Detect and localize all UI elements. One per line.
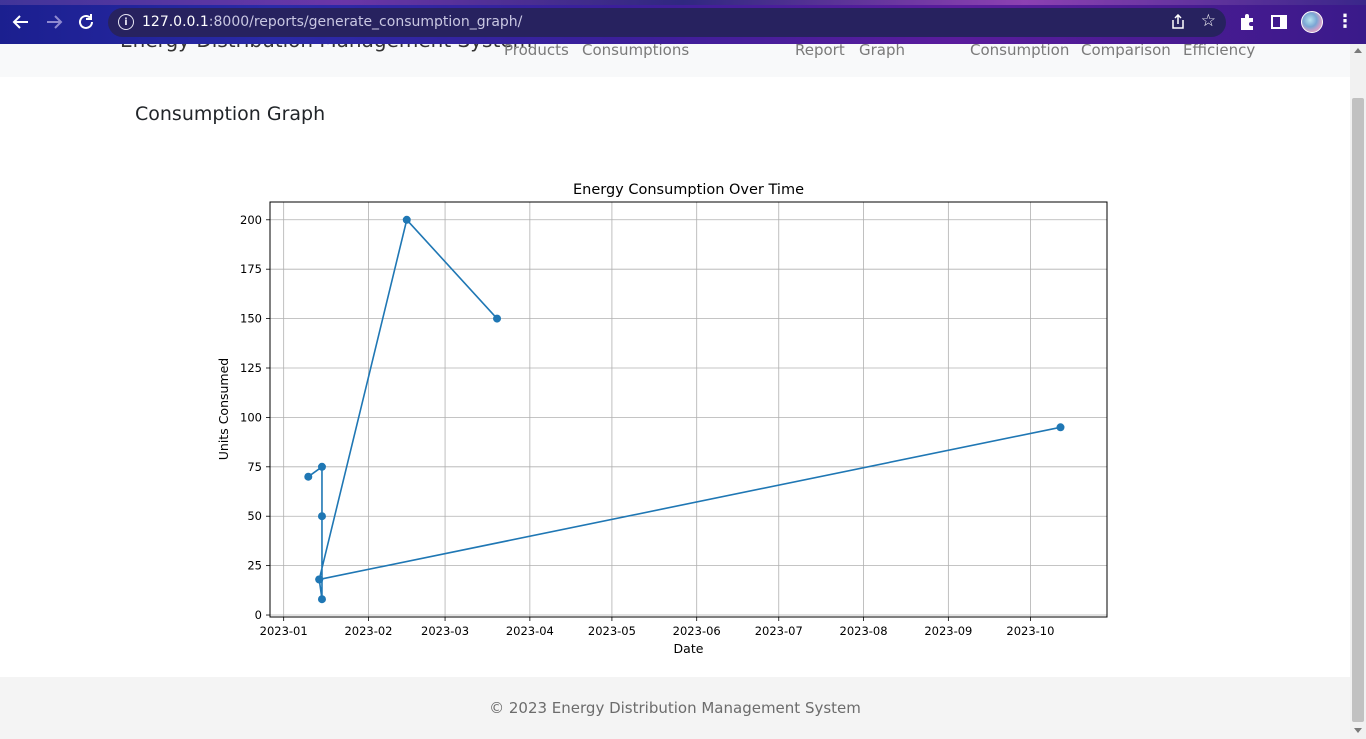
nav-link-consumption[interactable]: Consumption xyxy=(970,44,1070,59)
nav-link-products[interactable]: Products xyxy=(504,44,569,59)
x-tick-label: 2023-09 xyxy=(924,624,972,638)
y-tick-label: 0 xyxy=(255,608,262,622)
scroll-down-arrow-icon[interactable] xyxy=(1354,728,1362,733)
extensions-puzzle-icon[interactable] xyxy=(1237,12,1257,32)
series-line xyxy=(307,218,1061,600)
data-point xyxy=(315,575,324,584)
data-point xyxy=(317,595,326,604)
menu-kebab-icon[interactable]: ⋮ xyxy=(1336,11,1354,32)
page-scrollbar[interactable] xyxy=(1350,44,1366,739)
profile-avatar[interactable] xyxy=(1301,11,1323,33)
x-tick-label: 2023-07 xyxy=(755,624,803,638)
plot-frame xyxy=(269,201,1108,618)
x-ticks: 2023-01 2023-02 2023-03 2023-04 2023-05 2023-… xyxy=(260,617,1054,638)
y-tick-label: 175 xyxy=(240,262,262,276)
site-navbar: Energy Distribution Management System Pr… xyxy=(0,44,1350,77)
x-tick-label: 2023-05 xyxy=(588,624,636,638)
x-tick-label: 2023-06 xyxy=(673,624,721,638)
nav-link-graph[interactable]: Graph xyxy=(859,44,906,59)
data-point xyxy=(317,462,326,471)
site-footer: © 2023 Energy Distribution Management Sy… xyxy=(0,677,1350,739)
page-title: Consumption Graph xyxy=(135,103,326,125)
data-point xyxy=(317,512,326,521)
y-tick-label: 125 xyxy=(240,361,262,375)
x-tick-label: 2023-02 xyxy=(344,624,392,638)
x-tick-label: 2023-08 xyxy=(840,624,888,638)
arrow-left-icon xyxy=(12,15,28,29)
x-tick-label: 2023-10 xyxy=(1006,624,1054,638)
brand-title[interactable]: Energy Distribution Management System xyxy=(120,44,532,52)
chart-title: Energy Consumption Over Time xyxy=(573,182,804,198)
y-tick-label: 200 xyxy=(240,213,262,227)
x-tick-label: 2023-01 xyxy=(260,624,308,638)
x-grid xyxy=(283,202,1031,617)
x-tick-label: 2023-04 xyxy=(506,624,554,638)
y-tick-label: 50 xyxy=(247,509,262,523)
chart-svg: Energy Consumption Over Time 2023-01 2023… xyxy=(216,182,1108,656)
nav-link-consumptions[interactable]: Consumptions xyxy=(582,44,690,59)
tab-strip xyxy=(0,0,1366,5)
nav-link-report[interactable]: Report xyxy=(795,44,845,59)
side-panel-icon[interactable] xyxy=(1269,12,1289,32)
y-tick-label: 75 xyxy=(247,460,262,474)
reload-button[interactable] xyxy=(74,10,98,34)
x-tick-label: 2023-03 xyxy=(421,624,469,638)
nav-link-comparison[interactable]: Comparison xyxy=(1081,44,1171,59)
reload-icon xyxy=(79,14,93,29)
forward-button[interactable] xyxy=(42,10,66,34)
y-tick-label: 100 xyxy=(240,410,262,424)
x-axis-label: Date xyxy=(674,641,704,656)
nav-link-efficiency[interactable]: Efficiency xyxy=(1183,44,1256,59)
scrollbar-thumb[interactable] xyxy=(1352,98,1364,722)
y-axis-label: Units Consumed xyxy=(216,358,231,460)
data-point xyxy=(493,314,502,323)
y-tick-label: 150 xyxy=(240,312,262,326)
consumption-chart: Energy Consumption Over Time 2023-01 2023… xyxy=(200,172,1130,662)
bookmark-star-icon[interactable]: ☆ xyxy=(1200,11,1216,31)
address-bar[interactable]: i 127.0.0.1:8000/reports/generate_consum… xyxy=(108,8,1226,37)
y-ticks: 0 25 50 75 100 125 150 175 200 xyxy=(240,213,270,622)
y-grid xyxy=(270,219,1107,616)
scroll-up-arrow-icon[interactable] xyxy=(1354,48,1362,53)
share-icon[interactable] xyxy=(1170,14,1186,30)
browser-toolbar: i 127.0.0.1:8000/reports/generate_consum… xyxy=(0,0,1366,44)
footer-copyright: © 2023 Energy Distribution Management Sy… xyxy=(489,699,861,717)
page-viewport: Energy Distribution Management System Pr… xyxy=(0,44,1350,739)
series-layer xyxy=(304,215,1065,604)
y-tick-label: 25 xyxy=(247,559,262,573)
data-point xyxy=(1056,423,1065,432)
data-point xyxy=(402,215,411,224)
back-button[interactable] xyxy=(9,10,33,34)
url-text[interactable]: 127.0.0.1:8000/reports/generate_consumpt… xyxy=(142,14,523,30)
data-point xyxy=(304,472,313,481)
site-info-icon[interactable]: i xyxy=(118,14,134,30)
arrow-right-icon xyxy=(47,15,63,29)
